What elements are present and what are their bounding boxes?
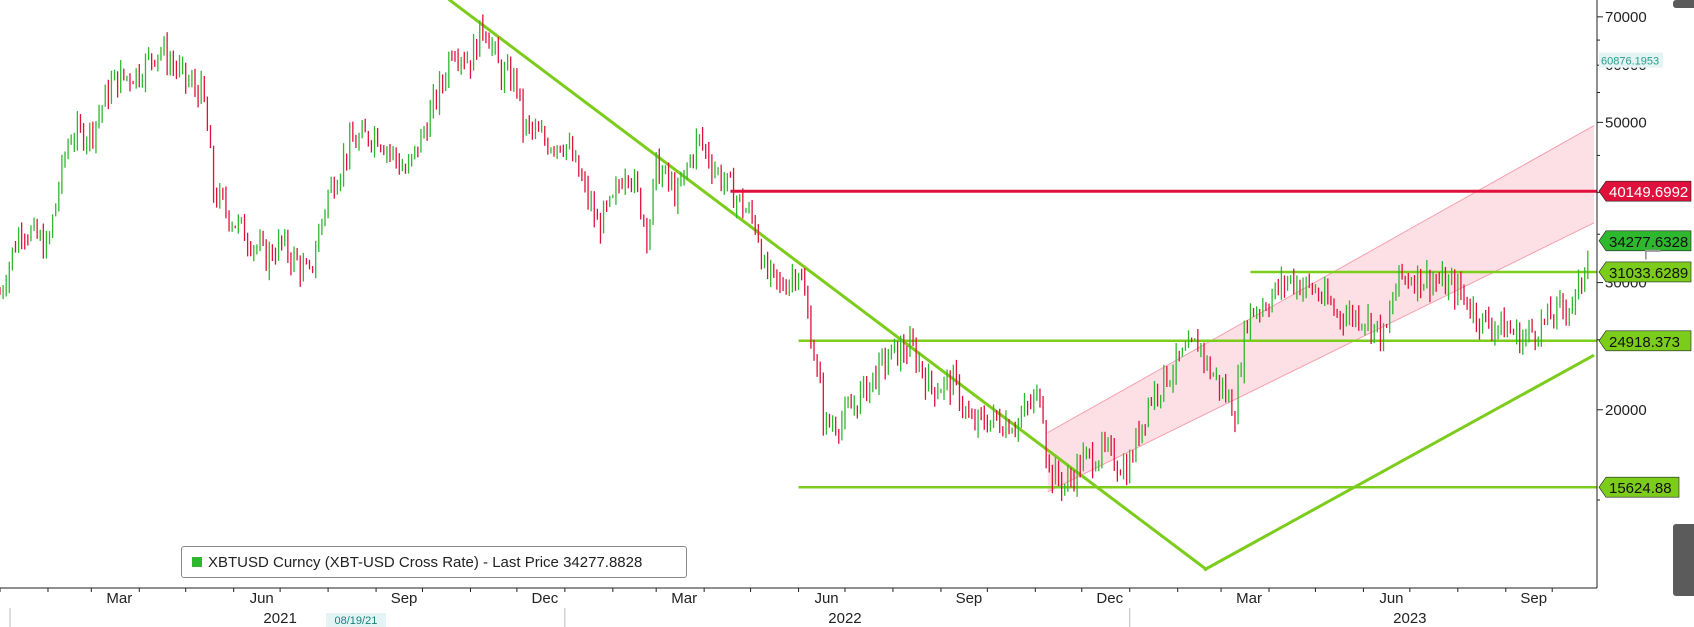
x-tick-label: Mar <box>1236 590 1262 607</box>
y-tick-label: 20000 <box>1605 402 1647 419</box>
x-tick-label: Dec <box>1096 590 1123 607</box>
x-tick-label: Mar <box>671 590 697 607</box>
x-tick-label: Mar <box>106 590 132 607</box>
regression-channel <box>1047 125 1595 493</box>
x-tick-label: Sep <box>956 590 983 607</box>
tag-24918-box <box>1598 330 1692 352</box>
tag-40149-box <box>1598 180 1692 202</box>
tag-24918-label: 24918.373 <box>1609 334 1680 351</box>
y-tick-label: 70000 <box>1605 9 1647 26</box>
side-vertical-label: L <box>1640 248 1665 261</box>
tag-last-price-box <box>1598 230 1692 252</box>
trendline-2 <box>1203 353 1595 572</box>
high-tag-box <box>1599 52 1663 68</box>
x-tick-label: Sep <box>391 590 418 607</box>
legend-text: XBTUSD Curncy (XBT-USD Cross Rate) - Las… <box>208 553 643 571</box>
side-scroll-handle-top[interactable] <box>1673 0 1694 8</box>
year-label: 2022 <box>828 610 861 627</box>
high-tag-label: 60876.1953 <box>1601 56 1659 68</box>
y-tick-label: 50000 <box>1605 114 1647 131</box>
price-tags: 40149.6992 34277.6328 31033.6289 24918.373 1… <box>1598 52 1692 498</box>
x-tick-label: Dec <box>532 590 559 607</box>
tag-31033-box <box>1598 261 1692 283</box>
date-marker-box <box>325 613 386 627</box>
x-tick-label: Jun <box>814 590 838 607</box>
legend-swatch <box>192 557 202 567</box>
year-label: 2023 <box>1393 610 1426 627</box>
year-label: 2021 <box>263 610 296 627</box>
legend: XBTUSD Curncy (XBT-USD Cross Rate) - Las… <box>181 546 687 578</box>
price-series <box>0 14 1589 501</box>
side-scroll-handle-bottom[interactable] <box>1673 524 1694 596</box>
tag-31033-label: 31033.6289 <box>1609 265 1688 282</box>
channel-lower-edge <box>1047 222 1595 493</box>
horizontal-levels <box>730 189 1597 489</box>
channel-fill <box>1047 125 1594 492</box>
x-tick-label: Jun <box>1379 590 1403 607</box>
x-tick-label: Jun <box>250 590 274 607</box>
channel-upper-edge <box>1047 125 1595 433</box>
tag-15624-box <box>1598 476 1680 498</box>
tag-40149-label: 40149.6992 <box>1609 184 1688 201</box>
date-marker-label: 08/19/21 <box>335 615 378 627</box>
tag-last-price-label: 34277.6328 <box>1609 234 1688 251</box>
x-tick-label: Sep <box>1520 590 1547 607</box>
tag-15624-label: 15624.88 <box>1609 480 1672 497</box>
